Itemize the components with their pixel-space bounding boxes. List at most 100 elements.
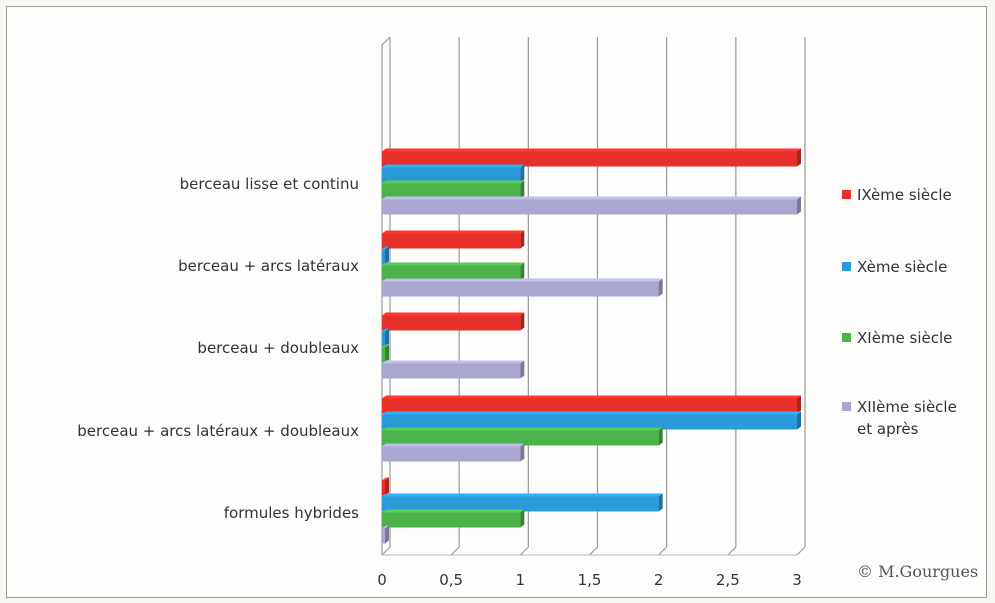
legend-label: IXème siècle [857,186,952,204]
bar-end [797,411,801,430]
category-label: berceau lisse et continu [180,175,359,193]
bar-top [382,328,389,332]
bar-end [520,262,525,281]
bar-top [382,230,525,234]
bar-front [382,167,521,183]
bar-top [382,395,801,399]
category-label: berceau + doubleaux [197,339,359,357]
legend-label: et après [857,420,919,438]
x-tick-labels: 0 0,5 1 1,5 2 2,5 3 [377,571,802,589]
x-tick-label: 3 [792,571,802,589]
bar-end [520,509,525,528]
bar-end [385,246,389,265]
bar-top [382,278,663,282]
legend-swatch [842,333,851,342]
bars [382,148,801,544]
gridline-depth [589,546,598,556]
category-label: berceau + arcs latéraux + doubleaux [77,422,359,440]
legend-entry: XIIème siècle et après [842,398,957,438]
x-tick-label: 2,5 [716,571,740,589]
gridline-depth [658,546,668,556]
bar-top [382,312,525,316]
bar-front [382,315,521,331]
bar-front [382,281,659,297]
axis-left-depth [381,36,391,46]
bar [382,360,525,379]
legend-entry: Xème siècle [842,258,947,276]
gridline-depth [381,546,391,556]
bar [382,525,389,544]
bar-top [382,443,525,447]
bar-front [382,331,385,347]
bar-front [382,446,521,462]
bar-front [382,199,797,215]
bar-top [382,344,389,348]
x-tick-label: 1 [516,571,526,589]
bar [382,278,663,297]
bar [382,262,525,281]
bar-end [520,164,525,183]
category-label: formules hybrides [224,504,359,522]
bar-top [382,360,525,364]
bar-end [797,395,801,414]
bar-top [382,262,525,266]
legend-entry: IXème siècle [842,186,952,204]
bar-end [658,493,663,512]
bar-end [797,148,801,167]
bar-front [382,233,521,249]
bar-front [382,414,797,430]
bar-front [382,249,385,265]
bar-top [382,525,389,529]
bar [382,164,525,183]
bar [382,196,801,215]
bar-top [382,477,389,481]
legend-swatch [842,262,851,271]
x-tick-label: 1,5 [578,571,602,589]
bar [382,411,801,430]
bar-front [382,496,659,512]
copyright-credit: © M.Gourgues [857,562,978,581]
chart-frame: berceau lisse et continu berceau + arcs l… [6,6,987,598]
bar-top [382,493,663,497]
bar [382,148,801,167]
legend-label: XIIème siècle [857,398,957,416]
bar-top [382,509,525,513]
x-tick-label: 2 [654,571,664,589]
x-tick-label: 0,5 [439,571,463,589]
bar-end [658,278,663,297]
legend: IXème siècle Xème siècle XIème siècle XIIèm… [842,186,957,438]
bar-front [382,265,521,281]
bar-top [382,180,525,184]
bar-top [382,164,525,168]
bar [382,344,389,363]
bar [382,477,389,496]
bar-front [382,151,797,167]
bar-end [658,427,663,446]
bar [382,395,801,414]
bar [382,312,525,331]
bar [382,493,663,512]
bar-end [520,312,525,331]
bar [382,180,525,199]
bar-end [385,477,389,496]
legend-swatch [842,402,851,411]
bar-front [382,528,385,544]
bar [382,246,389,265]
bar-end [385,525,389,544]
bar-front [382,480,385,496]
bar-top [382,148,801,152]
gridline-depth [727,546,737,556]
bar-end [520,360,525,379]
gridline-depth [450,546,460,556]
bar-end [797,196,801,215]
bar-front [382,512,521,528]
bar-front [382,183,521,199]
bar [382,328,389,347]
legend-label: Xème siècle [857,258,947,276]
category-labels: berceau lisse et continu berceau + arcs l… [77,175,359,522]
legend-label: XIème siècle [857,329,952,347]
bar [382,427,663,446]
bar [382,509,525,528]
x-tick-label: 0 [377,571,387,589]
bar-top [382,411,801,415]
